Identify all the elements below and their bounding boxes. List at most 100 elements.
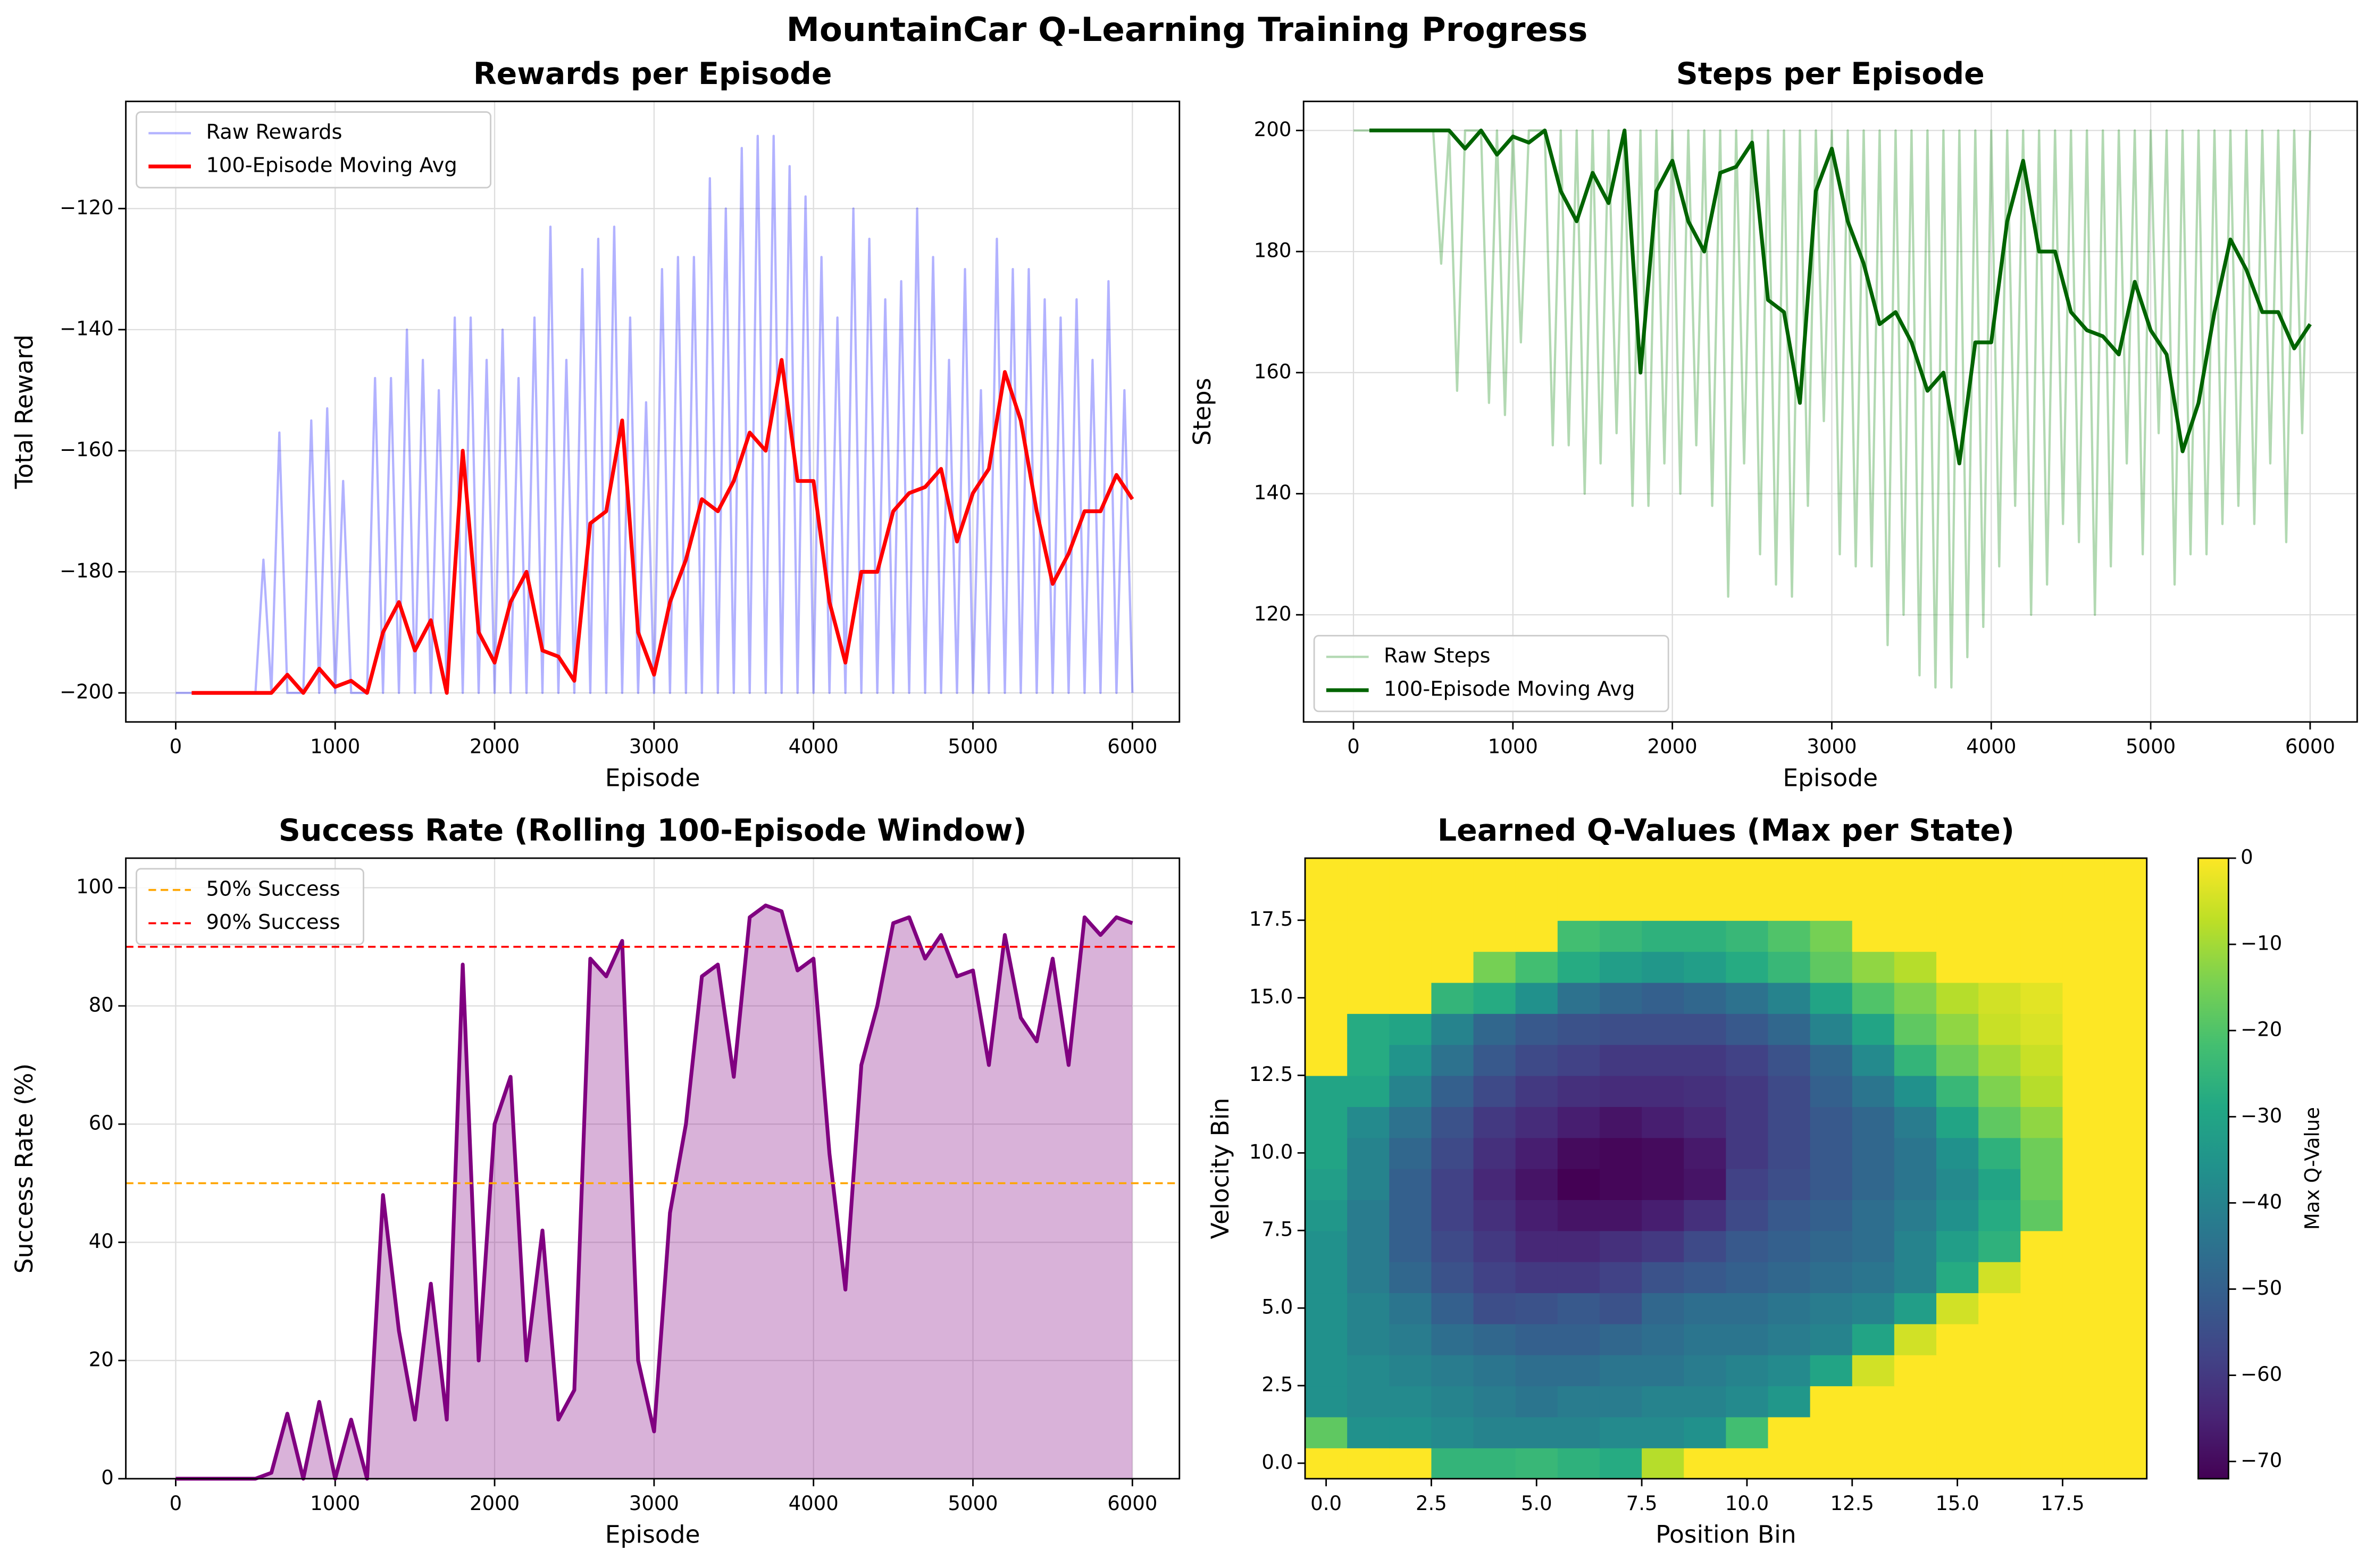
heat-cell	[1726, 1230, 1769, 1262]
heat-cell	[1810, 889, 1853, 921]
heat-cell	[1389, 1044, 1432, 1076]
heat-cell	[2104, 1199, 2147, 1231]
heat-cell	[1515, 1044, 1558, 1076]
heat-cell	[1515, 1199, 1558, 1231]
heat-cell	[1347, 889, 1390, 921]
heat-cell	[2062, 1261, 2105, 1294]
heat-cell	[1936, 1261, 1979, 1294]
heat-cell	[1515, 1168, 1558, 1201]
heat-cell	[1599, 1137, 1643, 1169]
heat-cell	[1726, 858, 1769, 890]
x-tick-label: 2000	[1648, 735, 1698, 758]
heat-cell	[2020, 1292, 2063, 1324]
y-tick-label: −160	[60, 438, 114, 461]
heat-cell	[2020, 1416, 2063, 1448]
heat-cell	[1515, 1230, 1558, 1262]
heat-cell	[1599, 920, 1643, 952]
x-tick-label: 15.0	[1935, 1492, 1979, 1515]
heat-cell	[1768, 1075, 1811, 1107]
heat-cell	[1431, 1292, 1474, 1324]
heat-cell	[1599, 1168, 1643, 1201]
heat-cell	[1389, 1106, 1432, 1138]
heat-cell	[1515, 1106, 1558, 1138]
heat-cell	[2062, 889, 2105, 921]
heat-cell	[1726, 1106, 1769, 1138]
heat-cell	[1557, 1044, 1601, 1076]
heat-cell	[1347, 1385, 1390, 1418]
heat-cell	[1347, 951, 1390, 983]
heat-cell	[1978, 1416, 2021, 1448]
heat-cell	[1894, 1447, 1937, 1480]
heat-cell	[1894, 889, 1937, 921]
heat-cell	[1473, 1385, 1516, 1418]
heat-cell	[1852, 1261, 1895, 1294]
heat-cell	[2104, 1137, 2147, 1169]
heat-cell	[1726, 889, 1769, 921]
heat-cell	[1473, 889, 1516, 921]
legend-label: 100-Episode Moving Avg	[1384, 677, 1635, 701]
heat-cell	[1936, 1075, 1979, 1107]
x-tick-label: 7.5	[1626, 1492, 1658, 1515]
y-tick-label: 160	[1254, 360, 1292, 383]
heat-cell	[1515, 1261, 1558, 1294]
heat-cell	[1557, 1416, 1601, 1448]
heat-cell	[1347, 920, 1390, 952]
heat-cell	[1347, 1447, 1390, 1480]
heat-cell	[2020, 1137, 2063, 1169]
heat-cell	[1557, 1385, 1601, 1418]
heat-cell	[2062, 1230, 2105, 1262]
x-tick-label: 6000	[1107, 735, 1157, 758]
y-axis-label: Steps	[1188, 378, 1216, 446]
heat-cell	[1726, 1044, 1769, 1076]
heat-cell	[1978, 858, 2021, 890]
heat-cell	[1305, 982, 1348, 1014]
heat-cell	[1852, 1385, 1895, 1418]
heat-cell	[1473, 1044, 1516, 1076]
heat-cell	[1726, 951, 1769, 983]
heat-cell	[2062, 858, 2105, 890]
x-tick-label: 12.5	[1830, 1492, 1874, 1515]
heat-cell	[1305, 1168, 1348, 1201]
heat-cell	[2062, 1292, 2105, 1324]
heat-cell	[1894, 1199, 1937, 1231]
legend-box	[1313, 635, 1669, 712]
heat-cell	[1347, 1013, 1390, 1045]
heat-cell	[1599, 1354, 1643, 1387]
heat-cell	[1473, 1261, 1516, 1294]
heat-cell	[1347, 1199, 1390, 1231]
heat-cell	[2104, 1168, 2147, 1201]
heat-cell	[1431, 1013, 1474, 1045]
heat-cell	[1726, 1199, 1769, 1231]
heat-cell	[1768, 1292, 1811, 1324]
y-tick-label: 15.0	[1249, 985, 1293, 1008]
heat-cell	[1978, 1137, 2021, 1169]
heat-cell	[1347, 1354, 1390, 1387]
heat-cell	[1894, 1106, 1937, 1138]
heat-cell	[1347, 1137, 1390, 1169]
y-tick-label: 10.0	[1249, 1141, 1293, 1163]
heat-cell	[2020, 1044, 2063, 1076]
heat-cell	[1894, 1044, 1937, 1076]
heat-cell	[1431, 1354, 1474, 1387]
heat-cell	[1305, 1323, 1348, 1355]
heat-cell	[1473, 951, 1516, 983]
heat-cell	[1768, 1106, 1811, 1138]
heat-cell	[1852, 920, 1895, 952]
heat-cell	[2104, 1044, 2147, 1076]
heat-cell	[1810, 1168, 1853, 1201]
heat-cell	[1515, 1385, 1558, 1418]
heat-cell	[1599, 951, 1643, 983]
heat-cell	[1810, 1137, 1853, 1169]
heat-cell	[1642, 1447, 1685, 1480]
heat-cell	[2104, 1416, 2147, 1448]
heat-cell	[1726, 1323, 1769, 1355]
heat-cell	[1642, 920, 1685, 952]
axes-title: Success Rate (Rolling 100-Episode Window…	[279, 813, 1027, 848]
heat-cell	[2020, 1199, 2063, 1231]
heat-cell	[1936, 889, 1979, 921]
heat-cell	[1347, 1044, 1390, 1076]
x-tick-label: 0	[1347, 735, 1360, 758]
heat-cell	[1684, 920, 1727, 952]
heat-cell	[1768, 1044, 1811, 1076]
heat-cell	[1810, 1261, 1853, 1294]
